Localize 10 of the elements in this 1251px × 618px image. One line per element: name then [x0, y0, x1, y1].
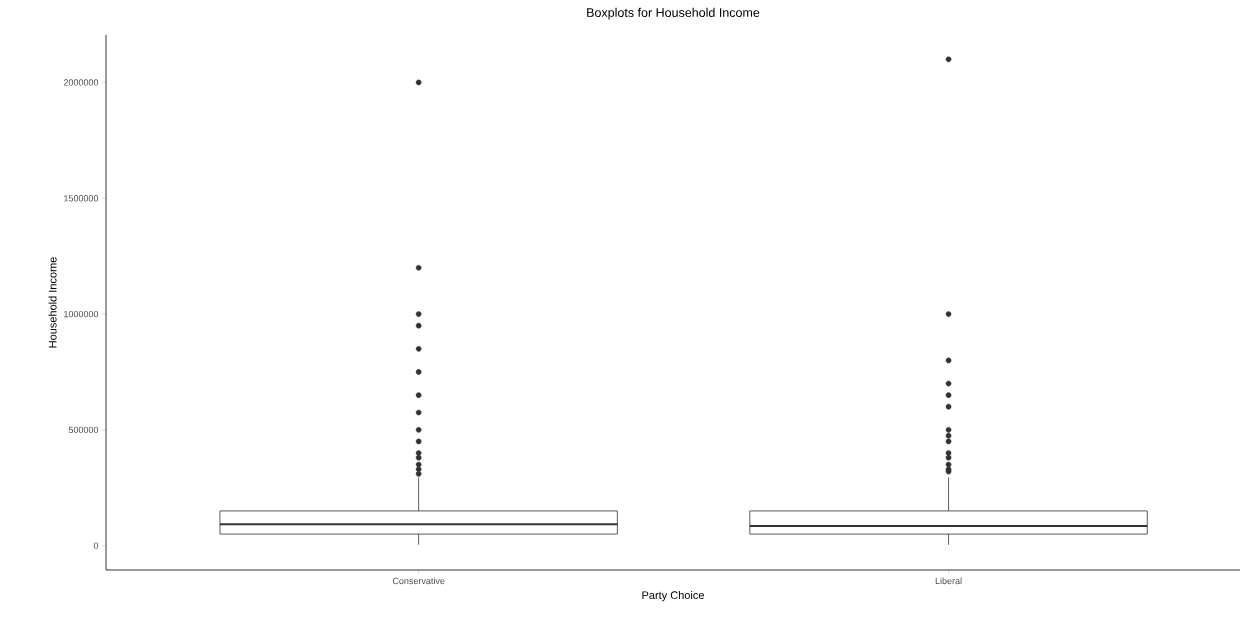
y-tick-label: 2000000 — [63, 79, 99, 86]
y-tick-label: 0 — [93, 542, 99, 549]
y-tick-label: 500000 — [68, 426, 99, 434]
y-tick-label: 1000000 — [64, 310, 99, 318]
y-tick-label: 1500000 — [64, 195, 99, 202]
y-axis-title: Household Income — [48, 257, 57, 348]
chart-title: Boxplots for Household Income — [587, 7, 760, 20]
x-tick-label: Liberal — [935, 577, 962, 585]
x-tick-label: Conservative — [392, 577, 445, 585]
x-axis-title: Party Choice — [642, 591, 704, 602]
